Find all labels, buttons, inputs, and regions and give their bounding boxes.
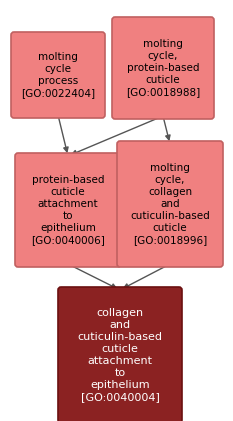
FancyBboxPatch shape [58, 287, 182, 421]
FancyBboxPatch shape [117, 141, 223, 267]
Text: molting
cycle
process
[GO:0022404]: molting cycle process [GO:0022404] [21, 52, 95, 98]
FancyBboxPatch shape [15, 153, 121, 267]
FancyBboxPatch shape [112, 17, 214, 119]
FancyBboxPatch shape [11, 32, 105, 118]
Text: molting
cycle,
protein-based
cuticle
[GO:0018988]: molting cycle, protein-based cuticle [GO… [126, 39, 200, 97]
Text: molting
cycle,
collagen
and
cuticulin-based
cuticle
[GO:0018996]: molting cycle, collagen and cuticulin-ba… [130, 163, 210, 245]
Text: collagen
and
cuticulin-based
cuticle
attachment
to
epithelium
[GO:0040004]: collagen and cuticulin-based cuticle att… [78, 308, 162, 402]
Text: protein-based
cuticle
attachment
to
epithelium
[GO:0040006]: protein-based cuticle attachment to epit… [31, 175, 105, 245]
